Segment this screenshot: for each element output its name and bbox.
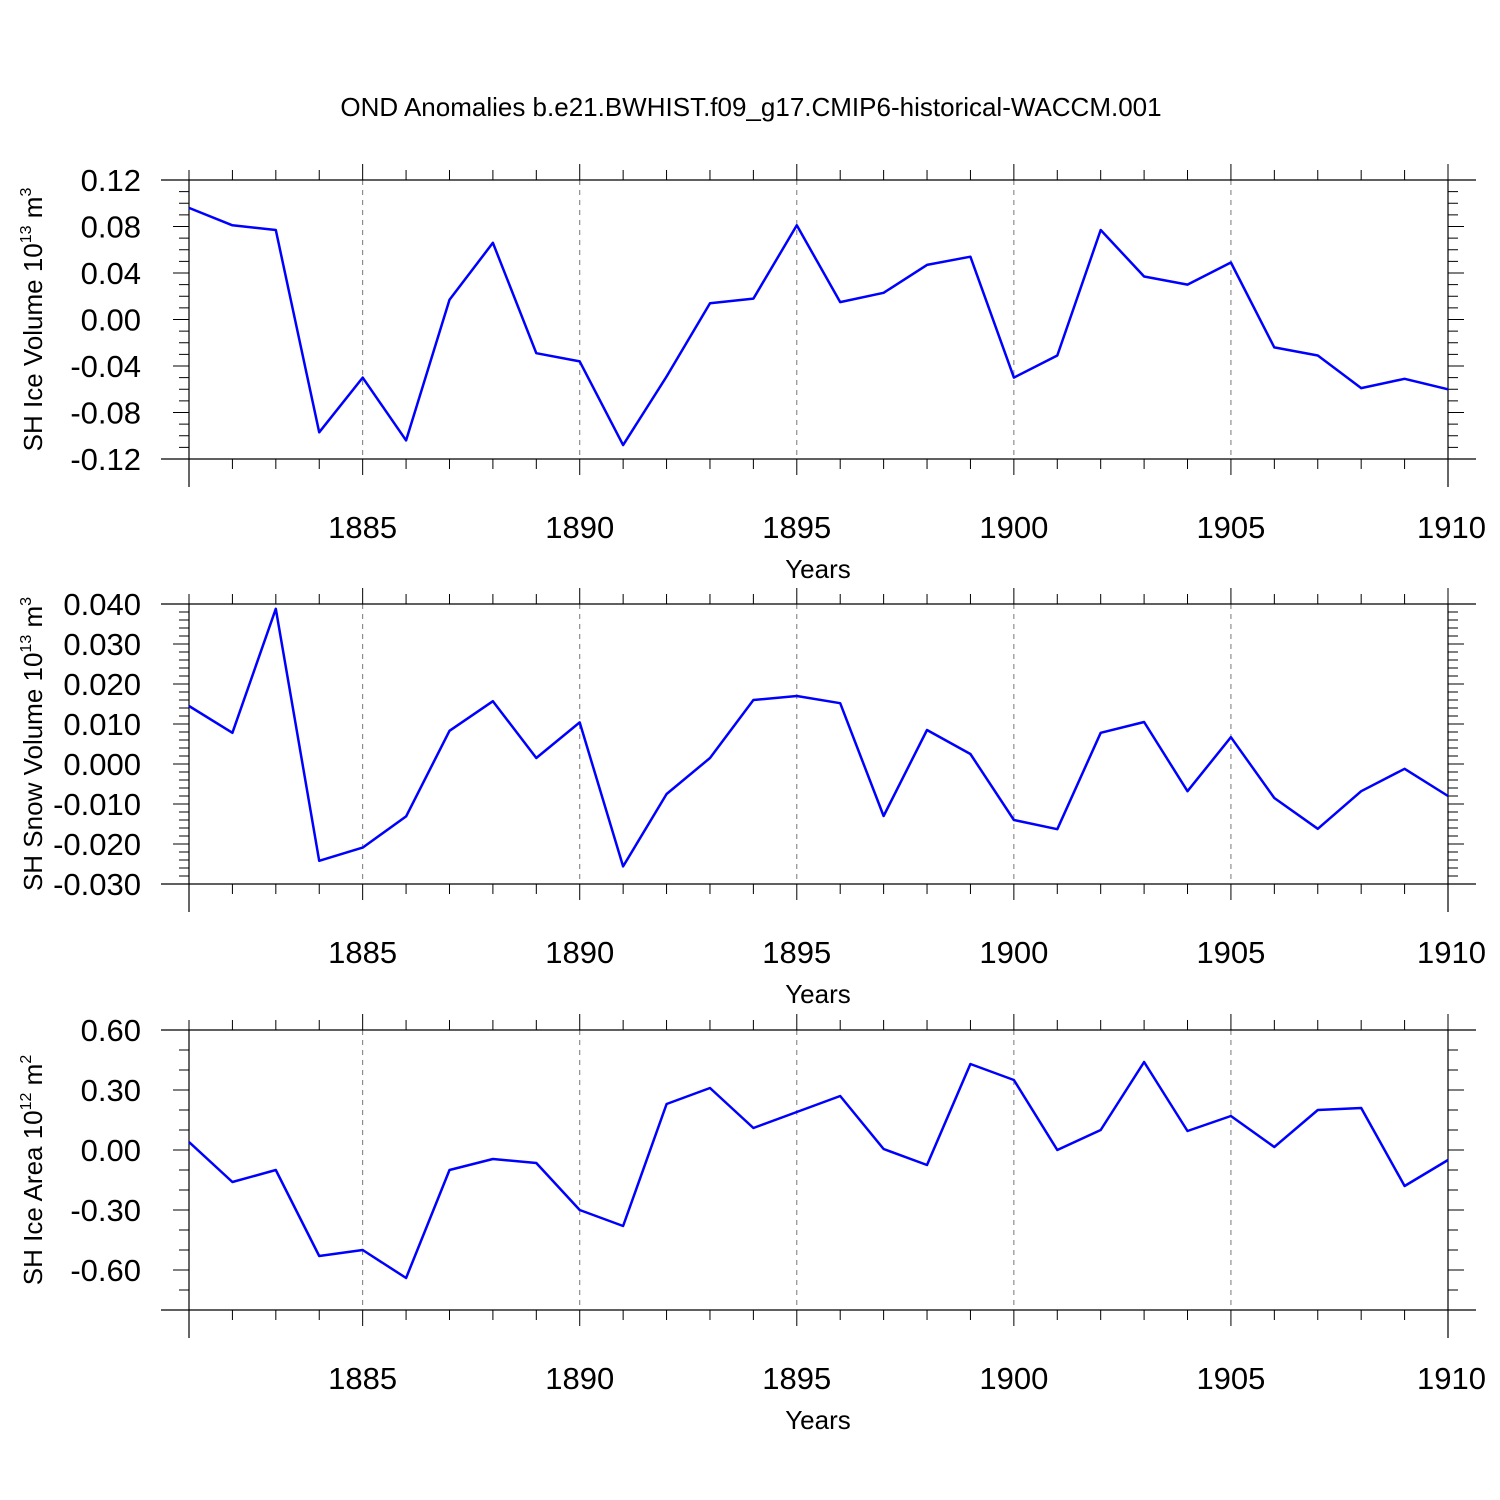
y-axis-title: SH Ice Volume 1013 m3 xyxy=(18,188,48,452)
y-tick-label: -0.60 xyxy=(70,1253,141,1288)
y-tick-label: -0.30 xyxy=(70,1193,141,1228)
x-tick-label: 1905 xyxy=(1196,510,1265,545)
x-tick-label: 1895 xyxy=(762,935,831,970)
x-tick-label: 1885 xyxy=(328,935,397,970)
y-tick-label: 0.08 xyxy=(81,210,141,245)
x-axis-title: Years xyxy=(785,554,851,584)
x-tick-label: 1905 xyxy=(1196,935,1265,970)
y-tick-label: -0.04 xyxy=(70,349,141,384)
y-tick-label: 0.000 xyxy=(63,747,141,782)
y-tick-label: -0.12 xyxy=(70,442,141,477)
x-tick-label: 1890 xyxy=(545,510,614,545)
y-axis-unit-suffix-exponent: 3 xyxy=(18,188,35,197)
x-tick-label: 1885 xyxy=(328,510,397,545)
x-tick-label: 1895 xyxy=(762,510,831,545)
x-tick-label: 1900 xyxy=(979,1361,1048,1396)
x-tick-label: 1900 xyxy=(979,935,1048,970)
y-axis-title-text: SH Ice Volume 10 xyxy=(18,243,48,451)
y-axis-title-text: SH Snow Volume 10 xyxy=(18,653,48,891)
y-axis-unit-exponent: 13 xyxy=(18,225,35,243)
y-tick-label: 0.020 xyxy=(63,667,141,702)
x-tick-label: 1900 xyxy=(979,510,1048,545)
x-axis-title: Years xyxy=(785,979,851,1009)
y-tick-label: -0.030 xyxy=(53,867,141,902)
y-axis-unit-suffix: m xyxy=(18,1064,48,1093)
y-axis-title: SH Snow Volume 1013 m3 xyxy=(18,597,48,891)
y-axis-unit-suffix: m xyxy=(18,197,48,226)
panel-1: -0.12 -0.08 -0.04 0.00 0.04 0.08 0.12 1885 1890 1… xyxy=(18,163,1486,584)
y-tick-label: -0.020 xyxy=(53,827,141,862)
x-tick-label: 1905 xyxy=(1196,1361,1265,1396)
x-tick-label: 1910 xyxy=(1417,1361,1486,1396)
y-tick-label: 0.040 xyxy=(63,587,141,622)
y-axis-unit-exponent: 12 xyxy=(18,1092,35,1110)
y-axis-unit-exponent: 13 xyxy=(18,635,35,653)
y-tick-label: 0.010 xyxy=(63,707,141,742)
y-tick-label: -0.08 xyxy=(70,396,141,431)
y-axis-unit-suffix-exponent: 2 xyxy=(18,1055,35,1064)
y-tick-label: 0.12 xyxy=(81,163,141,198)
y-tick-label: 0.60 xyxy=(81,1013,141,1048)
series-line xyxy=(188,206,1449,447)
y-tick-label: 0.30 xyxy=(81,1073,141,1108)
y-tick-label: 0.04 xyxy=(81,256,141,291)
y-tick-label: -0.010 xyxy=(53,787,141,822)
y-axis-unit-suffix: m xyxy=(18,606,48,635)
x-tick-label: 1885 xyxy=(328,1361,397,1396)
y-axis-title: SH Ice Area 1012 m2 xyxy=(18,1055,48,1286)
x-tick-label: 1910 xyxy=(1417,510,1486,545)
chart-title: OND Anomalies b.e21.BWHIST.f09_g17.CMIP6… xyxy=(340,92,1161,122)
x-tick-label: 1890 xyxy=(545,935,614,970)
x-tick-label: 1895 xyxy=(762,1361,831,1396)
chart-panels: -0.12 -0.08 -0.04 0.00 0.04 0.08 0.12 1885 1890 1… xyxy=(18,163,1486,1435)
x-axis-title: Years xyxy=(785,1405,851,1435)
y-axis-title-text: SH Ice Area 10 xyxy=(18,1110,48,1285)
y-axis-unit-suffix-exponent: 3 xyxy=(18,597,35,606)
x-tick-label: 1890 xyxy=(545,1361,614,1396)
series-line xyxy=(188,607,1449,868)
y-tick-label: 0.00 xyxy=(81,303,141,338)
x-tick-label: 1910 xyxy=(1417,935,1486,970)
panel-2: -0.030 -0.020 -0.010 0.000 0.010 0.020 0.030 0.… xyxy=(18,587,1486,1009)
series-line xyxy=(188,1060,1449,1280)
y-tick-label: 0.00 xyxy=(81,1133,141,1168)
y-tick-label: 0.030 xyxy=(63,627,141,662)
panel-3: -0.60 -0.30 0.00 0.30 0.60 1885 1890 1895 1900 19… xyxy=(18,1013,1486,1435)
